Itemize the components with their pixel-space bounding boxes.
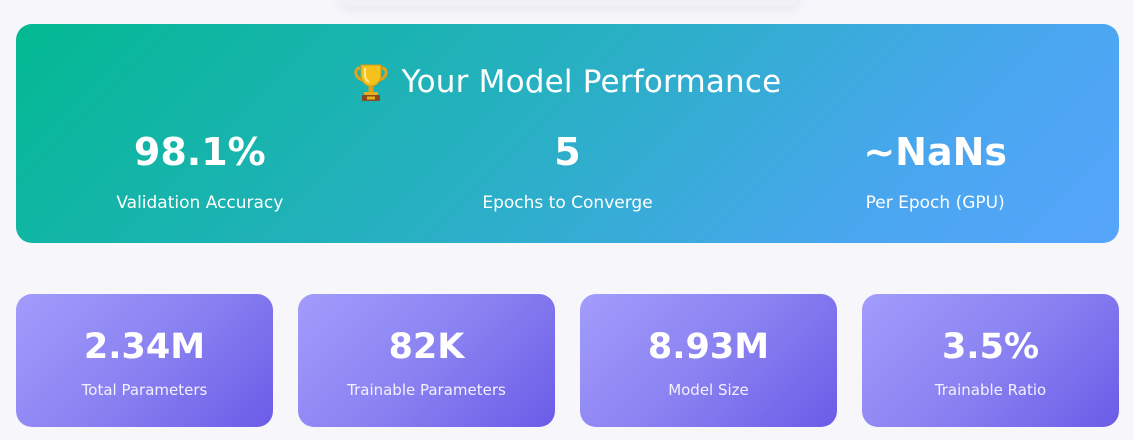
- stat-value: 98.1%: [133, 130, 266, 174]
- card-trainable-ratio: 3.5% Trainable Ratio: [862, 294, 1119, 427]
- trophy-icon: [353, 62, 388, 102]
- card-value: 3.5%: [941, 327, 1040, 367]
- previous-section-edge: [340, 0, 800, 6]
- stat-value: 5: [554, 130, 581, 174]
- banner-title-text: Your Model Performance: [401, 64, 782, 100]
- banner-title: Your Model Performance: [16, 62, 1119, 102]
- model-performance-banner: Your Model Performance 98.1% Validation …: [16, 24, 1119, 243]
- card-label: Total Parameters: [81, 381, 208, 399]
- banner-stats: 98.1% Validation Accuracy 5 Epochs to Co…: [16, 128, 1119, 214]
- stat-epochs-to-converge: 5 Epochs to Converge: [384, 128, 752, 214]
- card-label: Model Size: [668, 381, 749, 399]
- card-value: 8.93M: [647, 327, 770, 367]
- stat-value: ~NaNs: [863, 130, 1008, 174]
- stat-per-epoch-time: ~NaNs Per Epoch (GPU): [751, 128, 1119, 214]
- card-label: Trainable Parameters: [347, 381, 506, 399]
- stat-label: Validation Accuracy: [116, 193, 284, 213]
- card-value: 82K: [388, 327, 465, 367]
- stat-label: Per Epoch (GPU): [865, 193, 1005, 213]
- card-model-size: 8.93M Model Size: [580, 294, 837, 427]
- card-value: 2.34M: [83, 327, 206, 367]
- card-label: Trainable Ratio: [934, 381, 1047, 399]
- card-trainable-parameters: 82K Trainable Parameters: [298, 294, 555, 427]
- stat-validation-accuracy: 98.1% Validation Accuracy: [16, 128, 384, 214]
- stat-label: Epochs to Converge: [482, 193, 653, 213]
- model-metrics-cards: 2.34M Total Parameters 82K Trainable Par…: [16, 294, 1119, 427]
- card-total-parameters: 2.34M Total Parameters: [16, 294, 273, 427]
